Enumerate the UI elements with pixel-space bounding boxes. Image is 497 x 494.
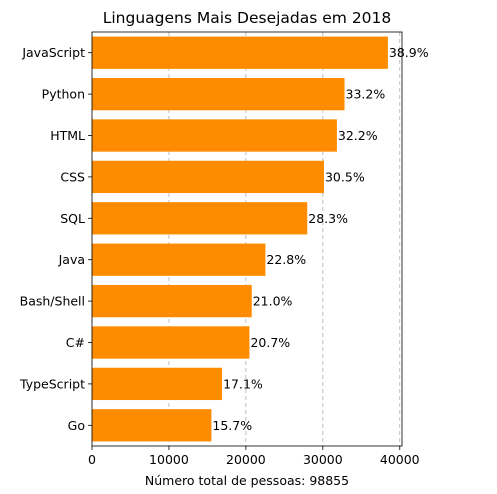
bar-javascript: [92, 36, 388, 69]
bar-c-: [92, 326, 250, 359]
bar-typescript: [92, 367, 223, 401]
data-label: 17.1%: [223, 376, 263, 391]
x-axis: 0 10000 20000 30000 40000: [88, 446, 420, 467]
bar-python: [92, 77, 345, 111]
x-axis-title: Número total de pessoas: 98855: [145, 473, 349, 488]
y-tick-label: HTML: [50, 128, 85, 143]
data-labels: 38.9% 33.2% 32.2% 30.5% 28.3% 22.8% 21.0% 20.7%…: [212, 45, 428, 433]
y-tick-label: Python: [42, 87, 85, 102]
plot-frame: [91, 31, 403, 447]
bar-bash-shell: [92, 284, 252, 318]
x-tick-label: 40000: [380, 452, 420, 467]
data-label: 32.2%: [338, 128, 378, 143]
bar-html: [92, 119, 337, 152]
bar-css: [92, 160, 324, 194]
bars: [92, 36, 388, 442]
y-tick-label: C#: [66, 335, 85, 350]
data-label: 21.0%: [253, 294, 293, 309]
x-tick-label: 30000: [303, 452, 343, 467]
y-axis: JavaScript Python HTML CSS SQL Java Bash/Shell…: [19, 45, 92, 433]
y-tick-label: CSS: [60, 169, 85, 184]
y-tick-label: Bash/Shell: [20, 294, 85, 309]
bar-go: [92, 409, 212, 442]
data-label: 20.7%: [250, 335, 290, 350]
bar-java: [92, 243, 266, 276]
x-tick-label: 20000: [226, 452, 266, 467]
y-tick-label: TypeScript: [19, 376, 85, 391]
x-tick-label: 0: [88, 452, 96, 467]
data-label: 38.9%: [389, 45, 429, 60]
y-tick-label: JavaScript: [21, 45, 85, 60]
plot-border: [91, 31, 403, 447]
chart-title: Linguagens Mais Desejadas em 2018: [103, 9, 392, 27]
data-label: 28.3%: [308, 211, 348, 226]
data-label: 15.7%: [212, 418, 252, 433]
data-label: 22.8%: [266, 252, 306, 267]
bar-sql: [92, 202, 308, 235]
y-tick-label: Java: [58, 252, 85, 267]
y-tick-label: Go: [68, 418, 85, 433]
y-tick-label: SQL: [60, 211, 85, 226]
data-label: 33.2%: [346, 87, 386, 102]
data-label: 30.5%: [325, 169, 365, 184]
x-tick-label: 10000: [149, 452, 189, 467]
